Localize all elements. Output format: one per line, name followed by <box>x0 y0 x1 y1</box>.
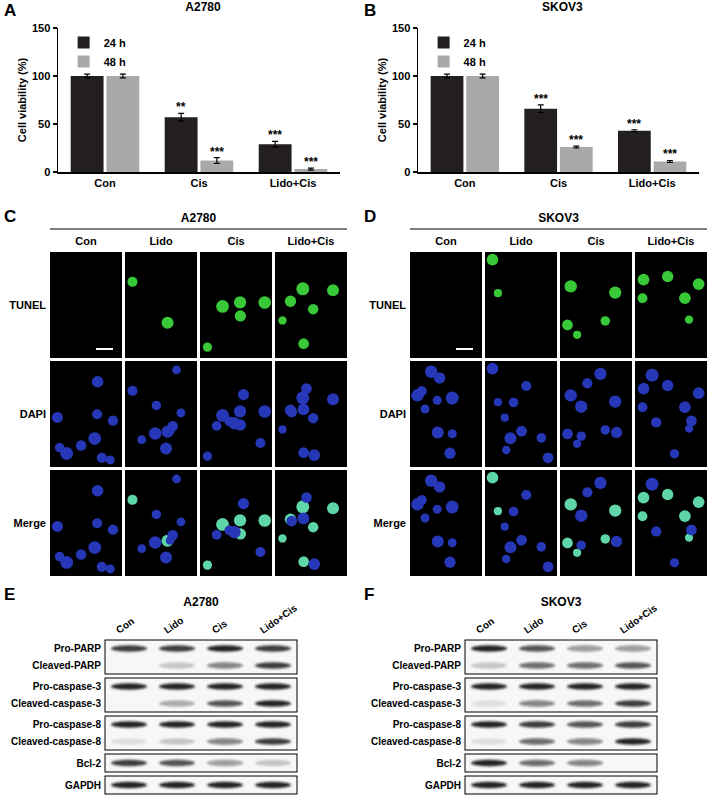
svg-text:GAPDH: GAPDH <box>425 780 461 791</box>
svg-text:Cleaved-caspase-3: Cleaved-caspase-3 <box>11 698 101 709</box>
svg-text:GAPDH: GAPDH <box>65 780 101 791</box>
svg-text:TUNEL: TUNEL <box>369 299 406 311</box>
svg-text:***: *** <box>304 155 318 169</box>
svg-text:C: C <box>4 207 16 226</box>
svg-text:Cis: Cis <box>570 617 589 635</box>
svg-text:***: *** <box>534 92 548 106</box>
svg-text:Bcl-2: Bcl-2 <box>437 758 462 769</box>
svg-text:**: ** <box>176 100 186 114</box>
svg-text:Cleaved-caspase-8: Cleaved-caspase-8 <box>11 736 101 747</box>
svg-text:Pro-PARP: Pro-PARP <box>414 643 461 654</box>
svg-text:SKOV3: SKOV3 <box>542 0 583 14</box>
svg-text:Pro-caspase-3: Pro-caspase-3 <box>33 681 102 692</box>
svg-text:Cell viability (%): Cell viability (%) <box>376 57 388 142</box>
svg-text:A2780: A2780 <box>183 595 219 609</box>
svg-text:Pro-caspase-8: Pro-caspase-8 <box>33 719 102 730</box>
svg-text:Cis: Cis <box>227 235 244 247</box>
svg-text:Cleaved-caspase-8: Cleaved-caspase-8 <box>371 736 461 747</box>
svg-text:***: *** <box>627 117 641 131</box>
svg-text:Bcl-2: Bcl-2 <box>77 758 102 769</box>
svg-text:Lido+Cis: Lido+Cis <box>270 177 317 189</box>
svg-text:SKOV3: SKOV3 <box>541 595 582 609</box>
svg-text:A2780: A2780 <box>185 0 221 14</box>
svg-text:Lido+Cis: Lido+Cis <box>618 602 659 636</box>
svg-text:A: A <box>4 1 16 20</box>
svg-text:Cis: Cis <box>587 235 604 247</box>
svg-text:Con: Con <box>114 615 136 635</box>
svg-text:Cleaved-PARP: Cleaved-PARP <box>392 660 461 671</box>
svg-text:100: 100 <box>32 70 50 82</box>
svg-text:***: *** <box>569 133 583 147</box>
svg-text:B: B <box>364 1 376 20</box>
svg-text:Lido+Cis: Lido+Cis <box>648 235 695 247</box>
svg-text:Cleaved-PARP: Cleaved-PARP <box>32 660 101 671</box>
svg-text:Lido: Lido <box>162 615 186 636</box>
svg-text:Con: Con <box>474 615 496 635</box>
svg-text:Con: Con <box>94 177 116 189</box>
svg-text:Cell viability (%): Cell viability (%) <box>16 57 28 142</box>
svg-text:TUNEL: TUNEL <box>9 299 46 311</box>
svg-text:Lido+Cis: Lido+Cis <box>258 602 299 636</box>
svg-text:SKOV3: SKOV3 <box>538 211 579 225</box>
svg-text:48 h: 48 h <box>104 56 126 68</box>
svg-text:Cis: Cis <box>210 617 229 635</box>
svg-text:0: 0 <box>44 166 50 178</box>
svg-text:Pro-caspase-3: Pro-caspase-3 <box>393 681 462 692</box>
svg-text:Cis: Cis <box>550 177 567 189</box>
svg-text:48 h: 48 h <box>464 56 486 68</box>
svg-text:Merge: Merge <box>14 517 46 529</box>
svg-text:DAPI: DAPI <box>20 408 46 420</box>
svg-text:Lido: Lido <box>522 615 546 636</box>
svg-text:Lido: Lido <box>149 235 172 247</box>
svg-text:Con: Con <box>454 177 476 189</box>
svg-text:Cis: Cis <box>190 177 207 189</box>
svg-text:150: 150 <box>32 22 50 34</box>
svg-text:***: *** <box>268 128 282 142</box>
svg-text:Lido+Cis: Lido+Cis <box>629 177 676 189</box>
svg-text:0: 0 <box>404 166 410 178</box>
svg-text:***: *** <box>210 145 224 159</box>
svg-text:F: F <box>364 585 374 604</box>
svg-text:D: D <box>364 207 376 226</box>
svg-text:A2780: A2780 <box>181 211 217 225</box>
svg-text:Merge: Merge <box>374 517 406 529</box>
svg-text:E: E <box>4 585 15 604</box>
svg-text:Lido: Lido <box>509 235 532 247</box>
svg-text:Cleaved-caspase-3: Cleaved-caspase-3 <box>371 698 461 709</box>
svg-text:24 h: 24 h <box>104 37 126 49</box>
svg-text:Pro-caspase-8: Pro-caspase-8 <box>393 719 462 730</box>
svg-text:Con: Con <box>435 235 457 247</box>
svg-text:Pro-PARP: Pro-PARP <box>54 643 101 654</box>
svg-text:***: *** <box>663 147 677 161</box>
svg-text:50: 50 <box>38 118 50 130</box>
svg-text:100: 100 <box>392 70 410 82</box>
svg-text:150: 150 <box>392 22 410 34</box>
svg-text:Lido+Cis: Lido+Cis <box>288 235 335 247</box>
svg-text:Con: Con <box>75 235 97 247</box>
svg-text:50: 50 <box>398 118 410 130</box>
svg-text:DAPI: DAPI <box>380 408 406 420</box>
svg-text:24 h: 24 h <box>464 37 486 49</box>
